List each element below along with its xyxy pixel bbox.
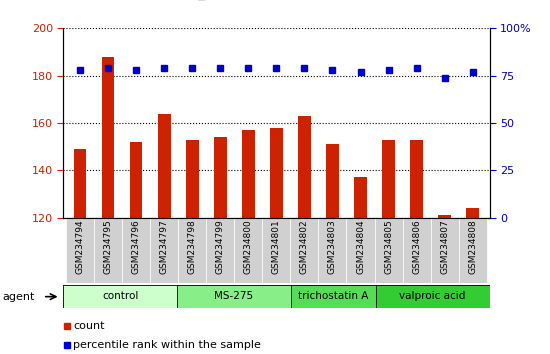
Bar [177, 285, 290, 308]
Bar [270, 128, 283, 218]
Bar [234, 218, 262, 283]
Bar [242, 130, 255, 218]
Bar [376, 285, 490, 308]
Bar [290, 218, 318, 283]
Text: count: count [74, 321, 105, 331]
Bar [122, 218, 150, 283]
Bar [102, 57, 114, 218]
Bar [290, 285, 376, 308]
Text: GSM234802: GSM234802 [300, 220, 309, 274]
Text: GSM234806: GSM234806 [412, 220, 421, 274]
Text: GSM234801: GSM234801 [272, 220, 281, 274]
Text: MS-275: MS-275 [214, 291, 254, 302]
Text: GSM234803: GSM234803 [328, 220, 337, 274]
Text: GSM234808: GSM234808 [468, 220, 477, 274]
Bar [431, 218, 459, 283]
Bar [403, 218, 431, 283]
Bar [382, 139, 395, 218]
Text: GSM234794: GSM234794 [75, 220, 85, 274]
Text: GSM234798: GSM234798 [188, 220, 197, 274]
Bar [262, 218, 290, 283]
Bar [410, 139, 423, 218]
Text: GSM234800: GSM234800 [244, 220, 253, 274]
Bar [459, 218, 487, 283]
Bar [214, 137, 227, 218]
Bar [438, 215, 451, 218]
Text: percentile rank within the sample: percentile rank within the sample [74, 341, 261, 350]
Text: GSM234795: GSM234795 [103, 220, 113, 274]
Bar [466, 208, 479, 218]
Bar [326, 144, 339, 218]
Bar [150, 218, 178, 283]
Text: trichostatin A: trichostatin A [298, 291, 368, 302]
Bar [206, 218, 234, 283]
Text: GSM234807: GSM234807 [440, 220, 449, 274]
Text: GSM234799: GSM234799 [216, 220, 225, 274]
Bar [66, 218, 94, 283]
Bar [346, 218, 375, 283]
Text: valproic acid: valproic acid [399, 291, 466, 302]
Bar [354, 177, 367, 218]
Bar [186, 139, 199, 218]
Text: GSM234804: GSM234804 [356, 220, 365, 274]
Bar [158, 114, 170, 218]
Bar [74, 149, 86, 218]
Text: GSM234805: GSM234805 [384, 220, 393, 274]
Bar [63, 285, 177, 308]
Text: GSM234797: GSM234797 [160, 220, 169, 274]
Text: agent: agent [3, 292, 35, 302]
Text: GSM234796: GSM234796 [131, 220, 141, 274]
Bar [130, 142, 142, 218]
Bar [94, 218, 122, 283]
Bar [318, 218, 346, 283]
Bar [375, 218, 403, 283]
Bar [178, 218, 206, 283]
Text: control: control [102, 291, 138, 302]
Bar [298, 116, 311, 218]
